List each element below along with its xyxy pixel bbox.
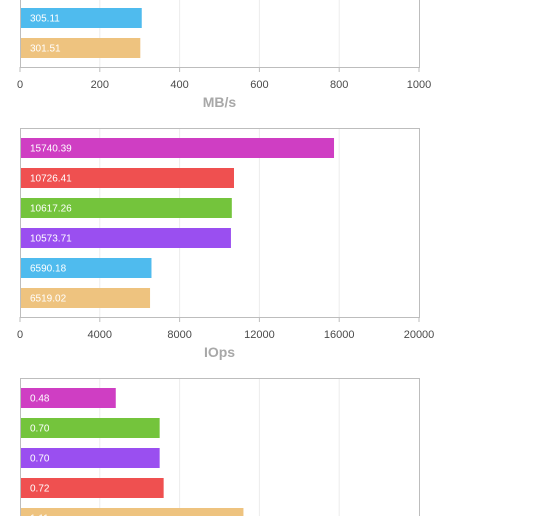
x-tick-label: 16000: [324, 329, 355, 341]
bar-value-label: 0.72: [30, 484, 50, 495]
bar-value-label: 305.11: [30, 14, 60, 25]
bar: [21, 138, 335, 158]
bar-value-label: 0.70: [30, 454, 50, 465]
bar-value-label: 6590.18: [30, 264, 67, 275]
bar: [21, 388, 116, 408]
bar: [21, 288, 151, 308]
x-tick-label: 200: [91, 79, 109, 91]
plot-frame: [20, 0, 420, 68]
chart-1: 305.11 301.51 0 200 400 600 800 1000 MB/s: [17, 0, 431, 110]
x-tick-label: 0: [17, 79, 23, 91]
x-tick-label: 8000: [167, 329, 191, 341]
x-tick-label: 800: [330, 79, 348, 91]
bar: [21, 198, 232, 218]
bar: [21, 448, 160, 468]
x-tick-label: 1000: [407, 79, 431, 91]
bar: [21, 478, 164, 498]
bar-value-label: 0.48: [30, 394, 50, 405]
bar-value-label: 15740.39: [30, 144, 72, 155]
bar-value-label: 6519.02: [30, 294, 67, 305]
chart-3: 0.48 0.70 0.70 0.72 1.11: [20, 378, 420, 516]
plot-frame: [20, 128, 420, 318]
x-tick-label: 4000: [88, 329, 112, 341]
bar-value-label: 10726.41: [30, 174, 72, 185]
x-tick-label: 600: [250, 79, 268, 91]
plot-frame: [20, 378, 420, 516]
bar: [21, 8, 142, 28]
x-tick-label: 0: [17, 329, 23, 341]
bar: [21, 258, 152, 278]
bar-value-label: 1.11: [30, 514, 49, 516]
x-tick-label: 12000: [244, 329, 275, 341]
chart-2: 15740.39 10726.41 10617.26 10573.71 6590.18 6…: [17, 128, 434, 360]
bar: [21, 228, 231, 248]
x-axis-title: MB/s: [203, 94, 237, 110]
bar: [21, 38, 141, 58]
bar-value-label: 301.51: [30, 44, 61, 55]
bar: [21, 508, 244, 516]
bar: [21, 168, 234, 188]
x-axis-title: IOps: [204, 344, 235, 360]
x-tick-label: 400: [170, 79, 188, 91]
bar-value-label: 10573.71: [30, 234, 72, 245]
bar-value-label: 0.70: [30, 424, 50, 435]
x-tick-label: 20000: [404, 329, 435, 341]
bar: [21, 418, 160, 438]
bar-value-label: 10617.26: [30, 204, 72, 215]
